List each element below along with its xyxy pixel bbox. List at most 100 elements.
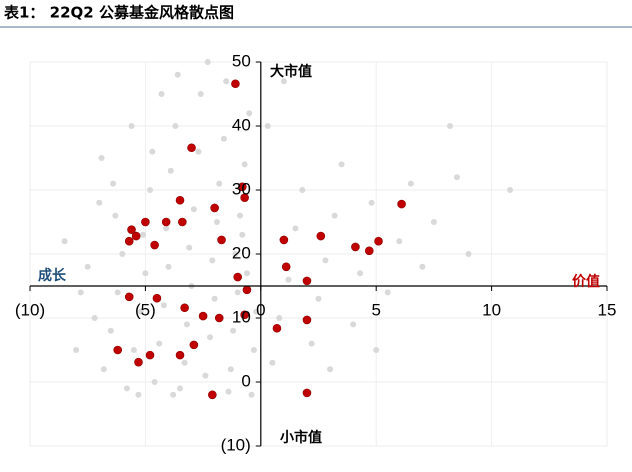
point (124, 292, 134, 302)
x-tick-label: (10) (15, 300, 45, 319)
point (223, 78, 230, 85)
point (374, 236, 383, 246)
point (240, 193, 249, 202)
point (240, 310, 249, 320)
point (160, 302, 167, 309)
point (198, 311, 208, 321)
point (183, 321, 190, 328)
point (250, 347, 257, 353)
point (158, 91, 165, 97)
chart-title: 表1： 22Q2 公募基金风格散点图 (4, 4, 234, 22)
point (272, 323, 282, 333)
point (234, 289, 241, 296)
y-tick-label: 50 (232, 51, 251, 70)
point (209, 257, 216, 264)
point (220, 135, 227, 142)
point (407, 180, 414, 187)
point (204, 59, 211, 65)
point (145, 350, 155, 360)
point (134, 357, 143, 367)
point (170, 391, 177, 398)
bottom-label: 小市值 (280, 429, 322, 446)
point (175, 195, 185, 205)
point (91, 315, 98, 321)
point (208, 390, 217, 400)
point (186, 244, 193, 251)
point (110, 180, 117, 187)
point (232, 251, 239, 257)
point (141, 217, 150, 227)
point (419, 263, 426, 270)
point (137, 308, 144, 315)
y-tick-label: (10) (221, 435, 251, 454)
y-tick-label: 20 (232, 243, 251, 262)
point (114, 289, 121, 296)
point (123, 385, 130, 392)
point (242, 285, 252, 295)
point (156, 340, 163, 347)
point (447, 123, 454, 129)
x-tick-label: 10 (482, 300, 501, 319)
point (302, 276, 312, 286)
point (163, 225, 170, 232)
point (150, 240, 159, 250)
point (292, 225, 299, 232)
point (281, 262, 291, 272)
right-label: 价值 (572, 273, 600, 290)
point (61, 238, 68, 245)
point (225, 388, 232, 395)
point (384, 289, 391, 296)
point (280, 78, 287, 85)
point (177, 385, 184, 392)
x-tick-label: (5) (135, 300, 156, 319)
point (211, 295, 218, 302)
y-tick-label: 0 (241, 371, 250, 390)
point (73, 347, 80, 353)
point (264, 123, 271, 129)
point (285, 276, 292, 283)
point (350, 321, 357, 328)
point (140, 231, 147, 238)
point (368, 199, 375, 206)
point (124, 236, 134, 246)
point (172, 123, 179, 129)
point (189, 340, 199, 350)
point (135, 391, 142, 398)
point (243, 270, 250, 277)
point (107, 327, 114, 334)
point (299, 187, 306, 193)
point (100, 366, 107, 373)
left-label: 成长 (38, 267, 67, 284)
point (112, 212, 119, 219)
point (127, 225, 136, 234)
x-tick-label: 15 (598, 300, 617, 319)
point (195, 148, 202, 155)
point (308, 340, 315, 347)
point (269, 359, 276, 366)
point (213, 219, 220, 225)
point (178, 217, 187, 227)
point (239, 231, 246, 238)
point (231, 79, 240, 89)
point (197, 91, 204, 97)
point (167, 167, 174, 174)
point (165, 263, 172, 270)
point (465, 251, 472, 257)
point (77, 289, 84, 296)
point (230, 327, 237, 334)
point (174, 71, 181, 78)
point (147, 187, 154, 193)
point (322, 257, 329, 264)
point (151, 379, 158, 385)
point (214, 313, 224, 323)
point (238, 182, 247, 192)
point (248, 391, 255, 398)
point (453, 174, 460, 181)
point (253, 308, 260, 315)
point (327, 366, 334, 373)
point (364, 246, 374, 256)
point (351, 242, 360, 252)
point (161, 217, 171, 227)
point (190, 206, 197, 213)
